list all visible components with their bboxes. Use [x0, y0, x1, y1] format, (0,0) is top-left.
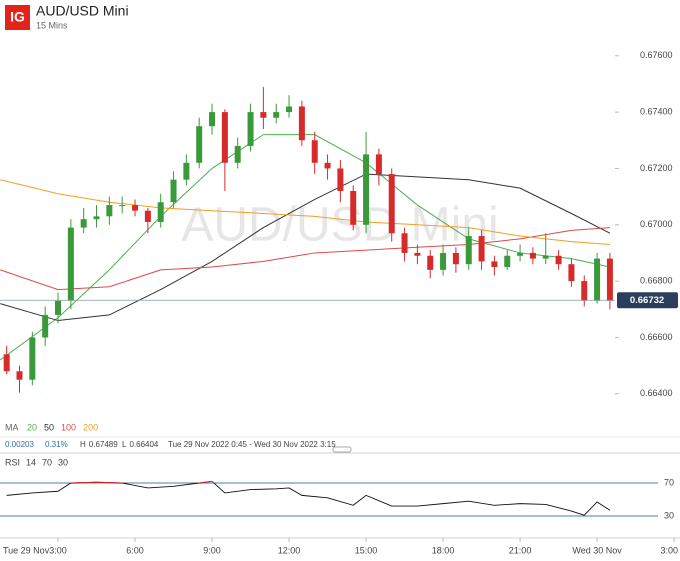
rsi-line: [6, 480, 611, 516]
x-tick-label: 21:00: [509, 545, 532, 555]
rsi-title: RSI: [5, 457, 20, 467]
candle-body: [260, 112, 267, 118]
logo-box: [5, 5, 30, 30]
candle-body: [3, 354, 10, 372]
candle-body: [581, 281, 588, 301]
candle-body: [555, 255, 562, 265]
candle-body: [16, 371, 23, 380]
candle-body: [388, 174, 395, 234]
price-plot: [0, 87, 613, 393]
candle-body: [465, 236, 472, 265]
axes: 0.66400 0.66600 0.66800 0.67000 0.67200 0.674…: [0, 50, 678, 555]
candle-body: [542, 255, 549, 259]
logo: IG: [10, 9, 25, 25]
info-high-value: 0.67489: [89, 440, 118, 449]
candle-body: [170, 179, 177, 203]
candle-body: [80, 219, 87, 228]
info-change: 0.00203: [5, 440, 34, 449]
candle-body: [144, 210, 151, 222]
candle-body: [517, 252, 524, 256]
info-low-value: 0.66404: [129, 440, 158, 449]
y-tick-label: 0.67000: [640, 219, 673, 229]
candle-body: [504, 255, 511, 268]
candle-body: [594, 258, 601, 301]
candle-body: [478, 236, 485, 262]
chart-subtitle: 15 Mins: [36, 20, 68, 30]
ma-label: MA: [5, 422, 19, 432]
candle-body: [350, 190, 357, 225]
candle-body: [414, 252, 421, 256]
y-tick-label: 0.67400: [640, 106, 673, 116]
candle-body: [286, 106, 293, 113]
candle-body: [55, 300, 62, 315]
candle-body: [529, 252, 536, 259]
candle-body: [440, 252, 447, 270]
y-tick-label: 0.66400: [640, 388, 673, 398]
info-change-pct: 0.31%: [45, 440, 68, 449]
x-tick-label: 3:00: [660, 545, 678, 555]
rsi-tick-label: 70: [664, 477, 674, 487]
legend-entry: 20: [27, 422, 37, 432]
candle-body: [375, 154, 382, 175]
watermark: AUD/USD Mini: [181, 199, 498, 252]
candle-body: [427, 255, 434, 270]
x-tick-label: 9:00: [203, 545, 221, 555]
candle-body: [157, 202, 164, 222]
legend-entry: 50: [44, 422, 54, 432]
info-high-label: H: [80, 440, 86, 449]
x-tick-label: 3:00: [49, 545, 67, 555]
info-range: Tue 29 Nov 2022 0:45 - Wed 30 Nov 2022 3…: [168, 440, 336, 449]
candle-body: [363, 154, 370, 225]
candle-body: [273, 112, 280, 118]
candle-body: [132, 205, 139, 211]
candle-body: [311, 140, 318, 163]
candle-body: [29, 337, 36, 380]
rsi-overbought: [70, 480, 215, 483]
candle-body: [209, 112, 216, 127]
candle-body: [93, 216, 100, 220]
rsi-upper: 70: [42, 457, 52, 467]
x-tick-label: 18:00: [432, 545, 455, 555]
candle-body: [42, 314, 49, 338]
rsi-plot: RSI 14 70 30 30 70: [0, 457, 674, 520]
moving-average: [0, 227, 610, 291]
legend-entry: 100: [61, 422, 76, 432]
rsi-tick-label: 30: [664, 510, 674, 520]
last-price-label: 0.66732: [630, 295, 664, 306]
y-tick-label: 0.67200: [640, 163, 673, 173]
chart-title: AUD/USD Mini: [36, 3, 129, 19]
y-tick-label: 0.66800: [640, 275, 673, 285]
candle-body: [401, 233, 408, 253]
x-tick-label: 6:00: [126, 545, 144, 555]
candle-body: [491, 261, 498, 268]
candle-body: [452, 252, 459, 265]
rsi-lower: 30: [58, 457, 68, 467]
candle-body: [196, 126, 203, 163]
rsi-period: 14: [26, 457, 36, 467]
x-tick-label: 12:00: [278, 545, 301, 555]
x-tick-label: 15:00: [355, 545, 378, 555]
y-tick-label: 0.67600: [640, 50, 673, 60]
candle-body: [234, 145, 241, 163]
candle-body: [568, 264, 575, 282]
last-price-box: [617, 292, 678, 309]
legend-entry: 200: [83, 422, 98, 432]
candle-body: [298, 106, 305, 141]
x-tick-label: Wed 30 Nov: [572, 545, 622, 555]
candle-body: [119, 205, 126, 207]
candle-body: [247, 112, 254, 146]
candle-body: [106, 205, 113, 217]
candle-body: [183, 162, 190, 180]
candle-body: [337, 168, 344, 191]
x-tick-label: Tue 29 Nov: [3, 545, 50, 555]
y-tick-label: 0.66600: [640, 332, 673, 342]
info-low-label: L: [122, 440, 127, 449]
scroll-handle[interactable]: [332, 446, 352, 453]
candle-body: [324, 162, 331, 169]
candle-body: [221, 112, 228, 163]
moving-average: [0, 173, 611, 322]
candle-body: [67, 227, 74, 301]
candle-body: [606, 258, 613, 301]
